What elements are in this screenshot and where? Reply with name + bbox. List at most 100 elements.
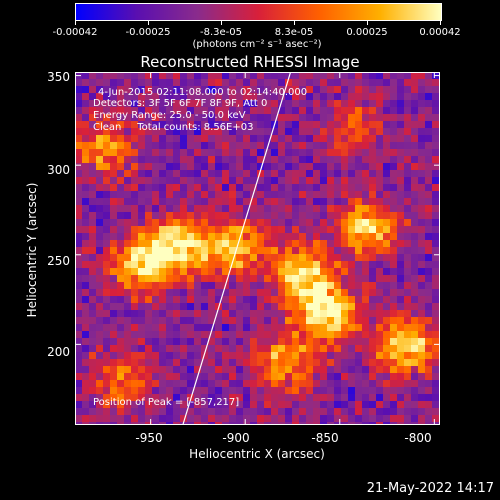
- heatmap-cell: [103, 387, 111, 395]
- heatmap-cell: [376, 387, 384, 395]
- heatmap-cell: [418, 373, 426, 381]
- heatmap-cell: [166, 100, 174, 108]
- heatmap-cell: [166, 373, 174, 381]
- heatmap-cell: [138, 198, 146, 206]
- heatmap-cell: [327, 163, 335, 171]
- heatmap-cell: [194, 310, 202, 318]
- heatmap-cell: [264, 401, 272, 409]
- heatmap-cell: [306, 128, 314, 136]
- heatmap-cell: [334, 296, 342, 304]
- heatmap-cell: [75, 331, 83, 339]
- heatmap-cell: [236, 198, 244, 206]
- heatmap-cell: [390, 282, 398, 290]
- heatmap-cell: [362, 121, 370, 129]
- heatmap-cell: [383, 177, 391, 185]
- heatmap-cell: [215, 317, 223, 325]
- heatmap-cell: [222, 135, 230, 143]
- heatmap-cell: [362, 226, 370, 234]
- heatmap-cell: [404, 219, 412, 227]
- heatmap-cell: [341, 156, 349, 164]
- heatmap-cell: [397, 303, 405, 311]
- heatmap-cell: [215, 275, 223, 283]
- heatmap-cell: [103, 275, 111, 283]
- colorbar-tick-mark: [75, 20, 76, 25]
- heatmap-cell: [355, 198, 363, 206]
- heatmap-cell: [201, 149, 209, 157]
- heatmap-cell: [327, 107, 335, 115]
- heatmap-cell: [271, 366, 279, 374]
- heatmap-cell: [425, 401, 433, 409]
- heatmap-cell: [313, 387, 321, 395]
- heatmap-cell: [285, 310, 293, 318]
- heatmap-cell: [278, 107, 286, 115]
- colorbar-tick-mark: [367, 20, 368, 25]
- heatmap-cell: [117, 331, 125, 339]
- heatmap-cell: [264, 254, 272, 262]
- heatmap-cell: [180, 373, 188, 381]
- heatmap-cell: [124, 107, 132, 115]
- heatmap-cell: [320, 121, 328, 129]
- heatmap-cell: [96, 177, 104, 185]
- heatmap-cell: [264, 79, 272, 87]
- heatmap-cell: [75, 205, 83, 213]
- heatmap-cell: [166, 93, 174, 101]
- heatmap-cell: [75, 310, 83, 318]
- heatmap-cell: [187, 282, 195, 290]
- heatmap-cell: [278, 345, 286, 353]
- heatmap-cell: [110, 401, 118, 409]
- heatmap-cell: [432, 114, 440, 122]
- heatmap-cell: [222, 107, 230, 115]
- heatmap-cell: [173, 366, 181, 374]
- heatmap-cell: [369, 401, 377, 409]
- heatmap-cell: [131, 247, 139, 255]
- heatmap-cell: [432, 415, 440, 423]
- heatmap-cell: [208, 205, 216, 213]
- heatmap-cell: [278, 289, 286, 297]
- heatmap-cell: [124, 128, 132, 136]
- heatmap-cell: [348, 254, 356, 262]
- heatmap-cell: [222, 289, 230, 297]
- heatmap-cell: [390, 121, 398, 129]
- heatmap-cell: [383, 184, 391, 192]
- heatmap-cell: [425, 324, 433, 332]
- heatmap-cell: [271, 394, 279, 402]
- heatmap-cell: [390, 163, 398, 171]
- heatmap-cell: [257, 79, 265, 87]
- heatmap-cell: [341, 408, 349, 416]
- heatmap-cell: [341, 394, 349, 402]
- heatmap-cell: [306, 324, 314, 332]
- heatmap-cell: [152, 289, 160, 297]
- heatmap-cell: [208, 282, 216, 290]
- heatmap-cell: [201, 205, 209, 213]
- heatmap-cell: [264, 219, 272, 227]
- heatmap-cell: [89, 205, 97, 213]
- heatmap-cell: [383, 380, 391, 388]
- heatmap-cell: [152, 226, 160, 234]
- heatmap-cell: [341, 212, 349, 220]
- heatmap-cell: [285, 401, 293, 409]
- heatmap-cell: [264, 163, 272, 171]
- heatmap-cell: [145, 373, 153, 381]
- heatmap-cell: [278, 142, 286, 150]
- heatmap-cell: [383, 79, 391, 87]
- heatmap-cell: [383, 324, 391, 332]
- heatmap-cell: [418, 72, 426, 80]
- heatmap-cell: [159, 156, 167, 164]
- heatmap-cell: [117, 373, 125, 381]
- heatmap-cell: [82, 149, 90, 157]
- heatmap-cell: [341, 275, 349, 283]
- heatmap-cell: [222, 338, 230, 346]
- heatmap-cell: [390, 149, 398, 157]
- heatmap-cell: [355, 86, 363, 94]
- heatmap-cell: [334, 331, 342, 339]
- heatmap-cell: [159, 380, 167, 388]
- heatmap-cell: [194, 422, 202, 425]
- heatmap-cell: [138, 100, 146, 108]
- heatmap-cell: [166, 282, 174, 290]
- heatmap-cell: [411, 93, 419, 101]
- heatmap-cell: [369, 366, 377, 374]
- heatmap-cell: [194, 387, 202, 395]
- heatmap-cell: [131, 163, 139, 171]
- heatmap-cell: [117, 79, 125, 87]
- heatmap-cell: [145, 352, 153, 360]
